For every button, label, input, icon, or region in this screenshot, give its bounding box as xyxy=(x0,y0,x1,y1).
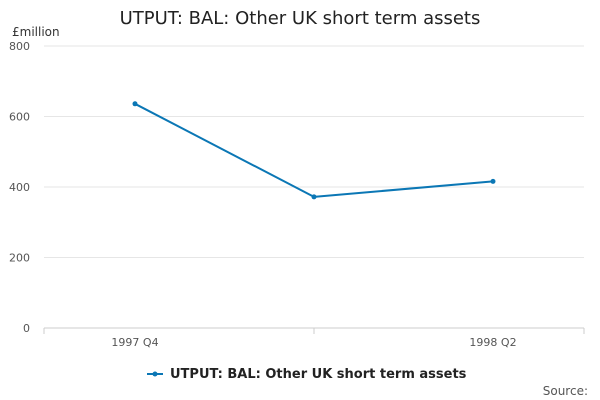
x-tick-label: 1997 Q4 xyxy=(111,336,158,349)
x-axis-ticks: 1997 Q4 1998 Q2 xyxy=(43,328,585,349)
data-point xyxy=(132,101,138,107)
series-line xyxy=(134,102,494,198)
x-tick-label: 1998 Q2 xyxy=(469,336,516,349)
y-tick-label: 400 xyxy=(9,181,30,194)
gridlines xyxy=(44,45,584,329)
data-point xyxy=(490,178,496,184)
y-axis-unit-label: £million xyxy=(12,25,60,39)
y-tick-label: 200 xyxy=(9,252,30,265)
legend-series-label: UTPUT: BAL: Other UK short term assets xyxy=(170,367,467,382)
legend-marker xyxy=(152,371,158,377)
y-tick-label: 800 xyxy=(9,40,30,53)
y-tick-label: 600 xyxy=(9,111,30,124)
source-label: Source: xyxy=(543,384,588,398)
y-tick-label: 0 xyxy=(23,322,30,335)
data-series xyxy=(132,101,496,200)
chart-title: UTPUT: BAL: Other UK short term assets xyxy=(120,8,481,29)
data-point xyxy=(311,194,317,200)
legend[interactable]: UTPUT: BAL: Other UK short term assets xyxy=(147,367,467,382)
y-axis-ticks: 0 200 400 600 800 xyxy=(9,40,30,335)
